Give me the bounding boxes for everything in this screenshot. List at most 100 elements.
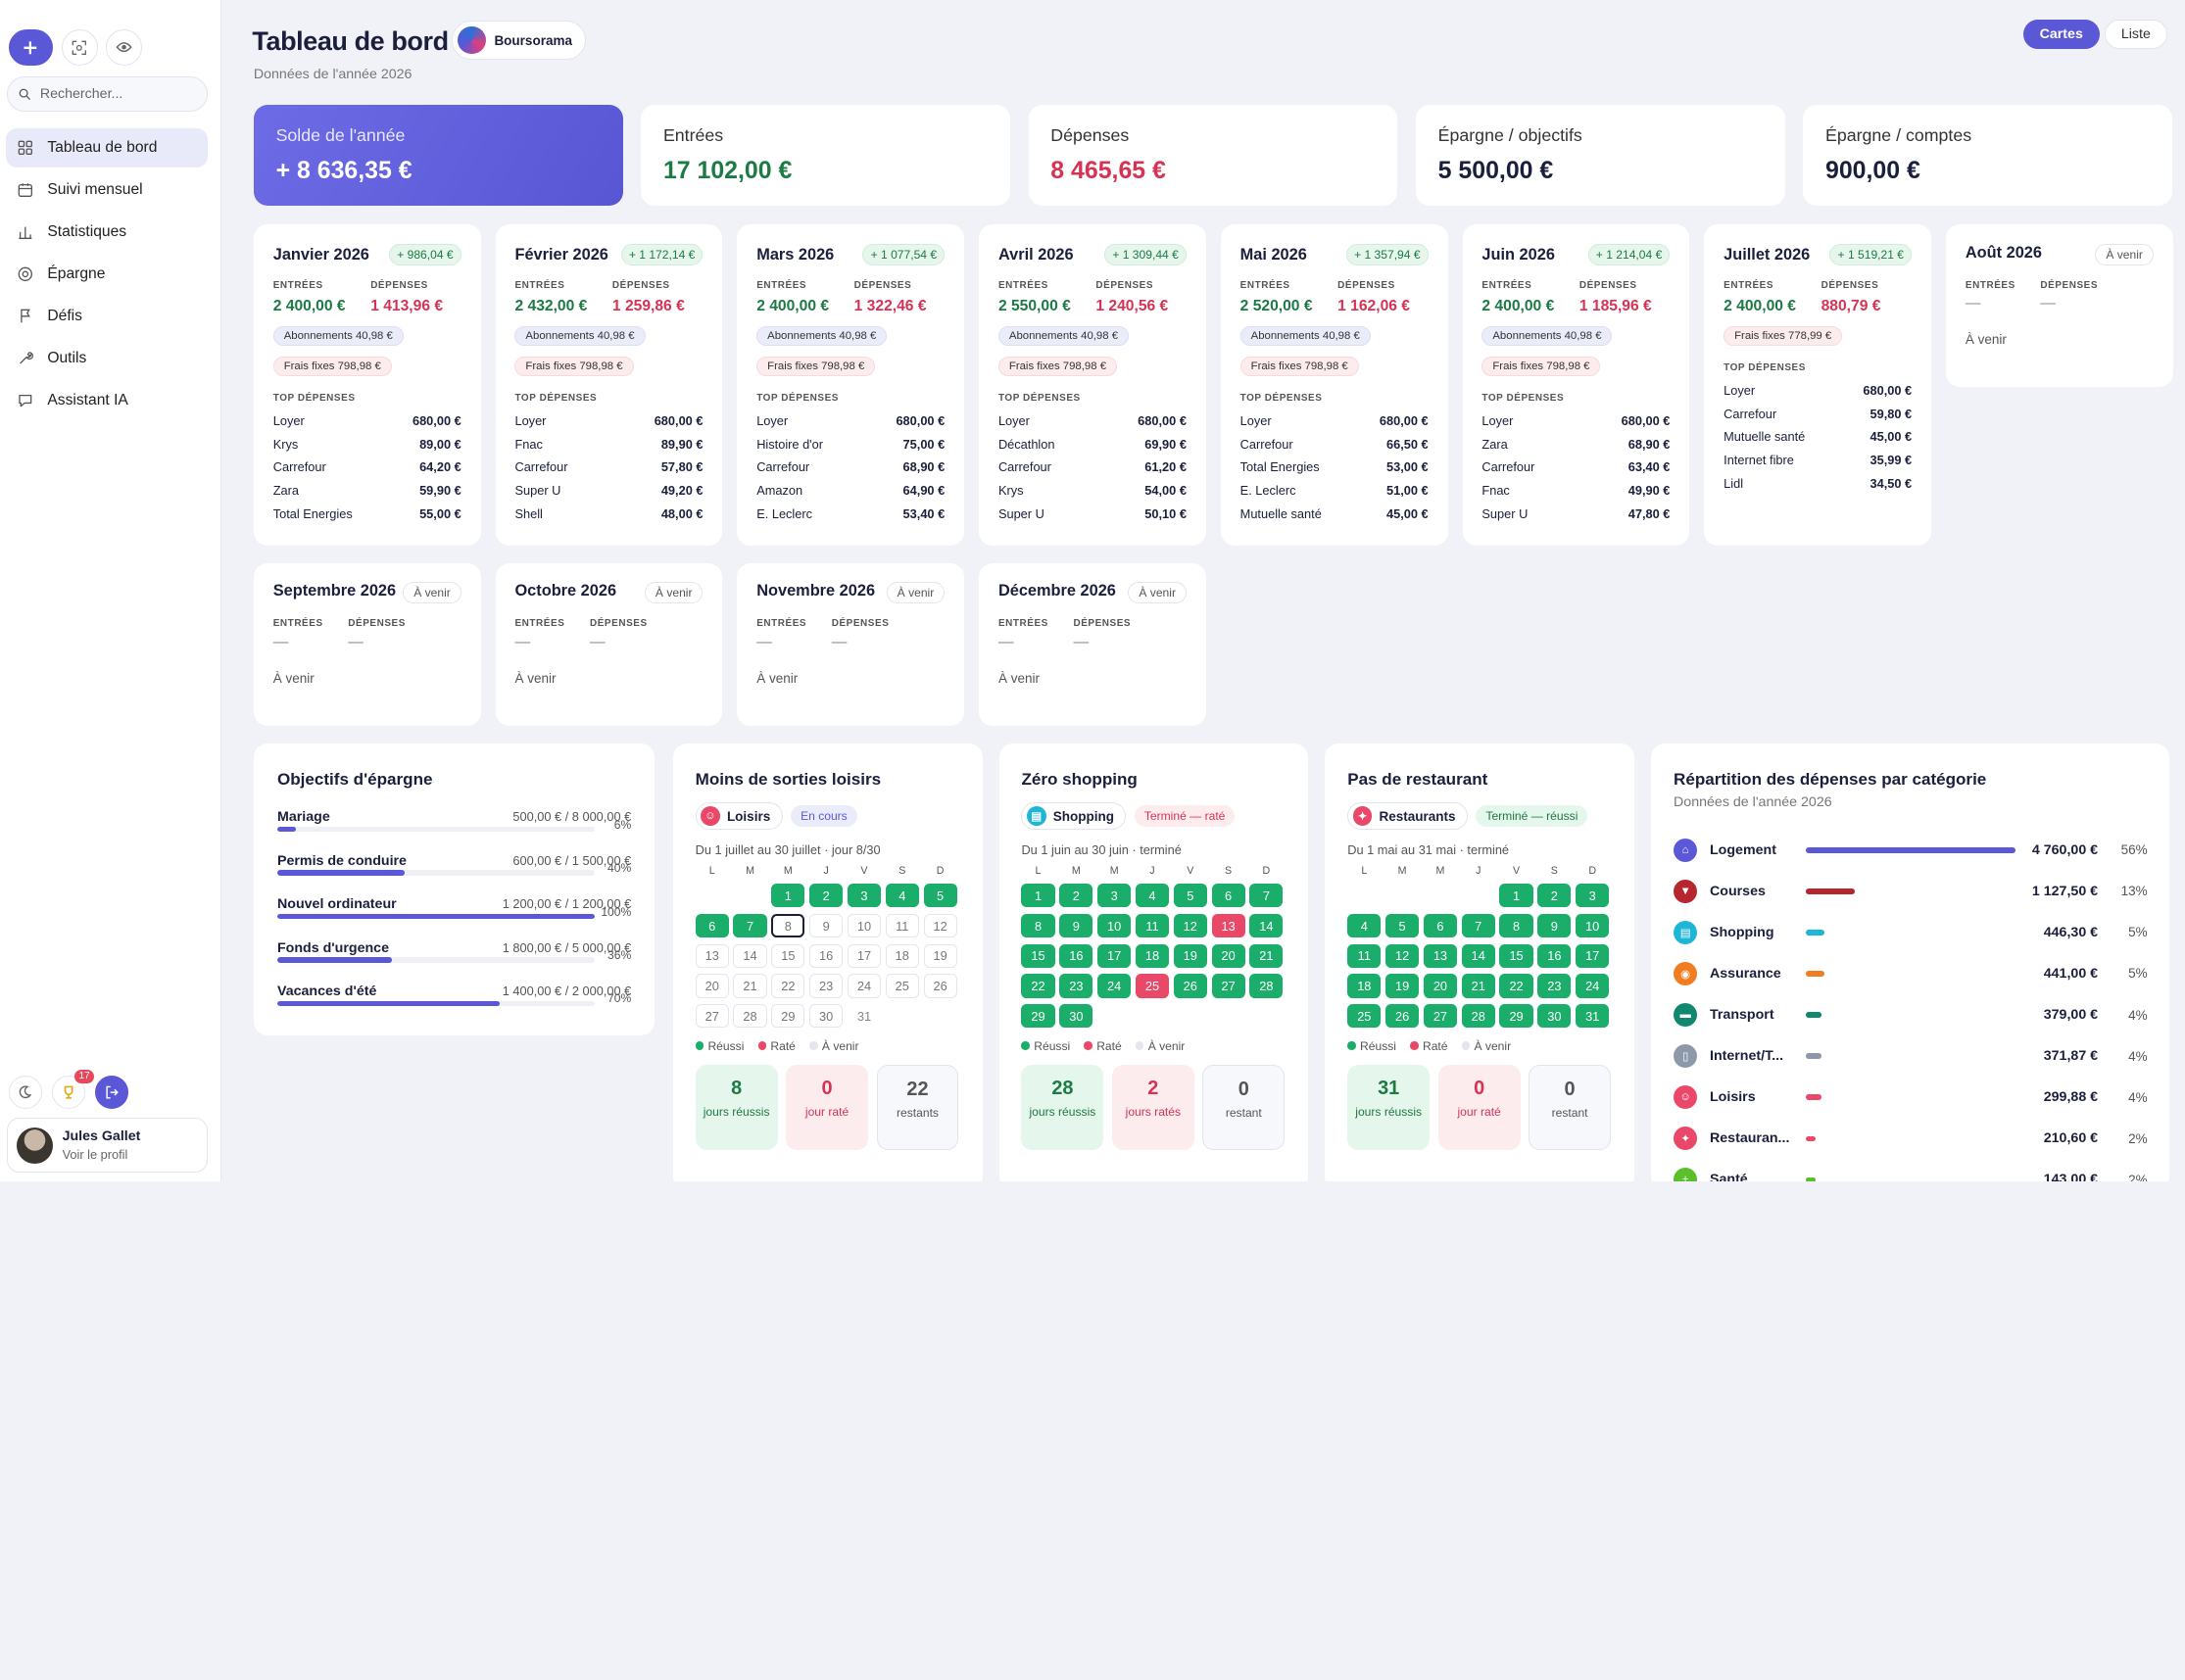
search-input[interactable]: Rechercher... [7,76,208,112]
expense-label: Super U [514,483,561,499]
savings-goal[interactable]: Mariage 500,00 € / 8 000,00 € 6% [277,809,631,833]
calendar-day: 17 [1097,943,1132,968]
trophy-icon [64,1085,73,1099]
goal-progress-bar [277,957,596,963]
month-name: Août 2026 [1965,243,2042,262]
weekday-label: M [1397,865,1407,878]
calendar-day: 20 [1211,943,1245,968]
legend-failed: Raté [1422,1038,1448,1053]
month-card[interactable]: Juillet 2026 + 1 519,21 € ENTRÉES 2 400,00… [1704,223,1932,547]
expense-amount: 53,00 € [1386,459,1429,475]
profile-card[interactable]: Jules Gallet Voir le profil [7,1117,208,1174]
month-income: 2 400,00 € [1724,297,1796,314]
flag-icon [21,309,31,323]
search-icon [20,88,31,100]
calendar-day: 19 [1173,943,1207,968]
view-list-button[interactable]: Liste [2105,19,2167,49]
savings-goal[interactable]: Nouvel ordinateur 1 200,00 € / 1 200,00 €… [277,896,632,920]
category-row[interactable]: ▤ Shopping 446,30 € 5% [1674,912,2148,953]
kpi-value: 900,00 € [1825,157,1920,185]
month-card[interactable]: Mai 2026 + 1 357,94 € ENTRÉES 2 520,00 € D… [1220,223,1448,547]
sidebar-item-2[interactable]: Statistiques [6,213,208,252]
privacy-toggle-button[interactable] [106,28,143,66]
month-card-upcoming[interactable]: Septembre 2026 À venir ENTRÉES — DÉPENSES —… [253,562,481,726]
expense-label: Mutuelle santé [1724,429,1806,445]
expense-label: Carrefour [1239,436,1293,452]
add-button[interactable] [8,28,54,66]
dark-mode-button[interactable] [8,1075,42,1110]
month-card-upcoming[interactable]: Octobre 2026 À venir ENTRÉES — DÉPENSES — À… [495,562,723,726]
charges-pills: Abonnements 40,98 € Frais fixes 798,98 € [1239,315,1429,377]
sidebar-item-4[interactable]: Défis [6,297,208,336]
sidebar-item-3[interactable]: Épargne [6,255,208,294]
sidebar-item-5[interactable]: Outils [6,339,208,378]
sidebar-item-6[interactable]: Assistant IA [6,381,208,420]
calendar-day: 12 [1385,943,1420,968]
stat-number: 0 [1238,1079,1249,1101]
category-label: Loisirs [726,808,771,824]
income-label: ENTRÉES [1239,279,1290,291]
view-cards-button[interactable]: Cartes [2022,19,2100,49]
fixed-costs-pill: Frais fixes 798,98 € [272,357,392,377]
scan-button[interactable] [61,28,98,66]
challenge-title: Zéro shopping [1021,770,1138,790]
weekday-label: D [1588,865,1597,878]
savings-goal[interactable]: Fonds d'urgence 1 800,00 € / 5 000,00 € 3… [277,940,631,963]
sidebar-item-0[interactable]: Tableau de bord [5,127,208,168]
savings-goal[interactable]: Vacances d'été 1 400,00 € / 2 000,00 € 70… [277,984,631,1007]
challenge-stat: 0 restant [1529,1065,1612,1151]
breakdown-list: ⌂ Logement 4 760,00 € 56% ▼ Courses 1 127,50 €… [1674,830,2148,1182]
top-expense-row: Carrefour 59,80 € [1724,403,1912,426]
charges-pills: Abonnements 40,98 € Frais fixes 798,98 € [272,315,461,377]
goal-name: Permis de conduire [277,852,407,869]
weekday-label: M [783,865,793,878]
goal-amount: 1 200,00 € / 1 200,00 € [502,896,632,912]
month-card[interactable]: Avril 2026 + 1 309,44 € ENTRÉES 2 550,00 €… [979,223,1206,547]
category-bar-fill [1806,1053,1821,1059]
bar-chart-icon [19,226,32,240]
category-bar [1806,1176,2002,1182]
expense-label: Krys [997,483,1024,499]
category-row[interactable]: ✦ Restauran... 210,60 € 2% [1674,1118,2148,1159]
scan-icon [72,40,87,55]
top-expense-row: Zara 68,90 € [1481,433,1670,456]
trophy-button[interactable]: 17 [51,1069,94,1110]
savings-goal[interactable]: Permis de conduire 600,00 € / 1 500,00 € … [277,853,631,876]
category-row[interactable]: ▼ Courses 1 127,50 € 13% [1674,871,2148,912]
sidebar-item-1[interactable]: Suivi mensuel [6,170,208,210]
month-name: Juin 2026 [1481,245,1555,264]
page-title: Tableau de bord [252,26,449,57]
category-row[interactable]: ◉ Assurance 441,00 € 5% [1674,953,2148,994]
expenses-placeholder: — [831,633,848,650]
month-balance-badge: + 1 214,04 € [1587,244,1671,266]
calendar-icon [19,183,33,197]
income-label: ENTRÉES [1724,279,1774,291]
month-card-upcoming[interactable]: Novembre 2026 À venir ENTRÉES — DÉPENSES — … [737,562,965,726]
profile-link[interactable]: Voir le profil [62,1146,128,1162]
category-row[interactable]: ☺ Loisirs 299,88 € 4% [1674,1077,2148,1118]
challenge-card: Moins de sorties loisirs ☺ Loisirs En cou… [672,744,983,1182]
category-percent: 4% [2128,1048,2148,1064]
calendar-day: 14 [1461,943,1495,968]
category-row[interactable]: ▯ Internet/T... 371,87 € 4% [1674,1035,2148,1077]
month-card[interactable]: Février 2026 + 1 172,14 € ENTRÉES 2 432,00… [495,223,723,547]
sidebar-item-label: Assistant IA [47,392,128,409]
challenge-stat: 0 jour raté [1437,1065,1521,1151]
month-card[interactable]: Mars 2026 + 1 077,54 € ENTRÉES 2 400,00 € … [737,223,965,547]
month-card[interactable]: Juin 2026 + 1 214,04 € ENTRÉES 2 400,00 € … [1462,223,1690,547]
month-balance-badge: + 1 309,44 € [1104,244,1187,266]
top-expense-row: Décathlon 69,90 € [998,433,1187,456]
category-row[interactable]: ▬ Transport 379,00 € 4% [1674,994,2148,1035]
goal-progress-fill [277,957,392,963]
month-card-upcoming[interactable]: Décembre 2026 À venir ENTRÉES — DÉPENSES — … [979,562,1206,726]
category-row[interactable]: ⌂ Logement 4 760,00 € 56% [1674,830,2148,871]
logout-button[interactable] [94,1075,128,1110]
bank-selector[interactable]: Boursorama [451,21,586,61]
upcoming-badge: À venir [403,582,461,604]
month-name: Avril 2026 [997,245,1074,264]
expense-label: Loyer [756,412,789,428]
income-label: ENTRÉES [756,618,807,630]
month-card-upcoming[interactable]: Août 2026 À venir ENTRÉES — DÉPENSES — À ve… [1945,223,2173,388]
category-row[interactable]: + Santé 143,00 € 2% [1674,1159,2148,1182]
month-card[interactable]: Janvier 2026 + 986,04 € ENTRÉES 2 400,00 €… [253,223,481,547]
